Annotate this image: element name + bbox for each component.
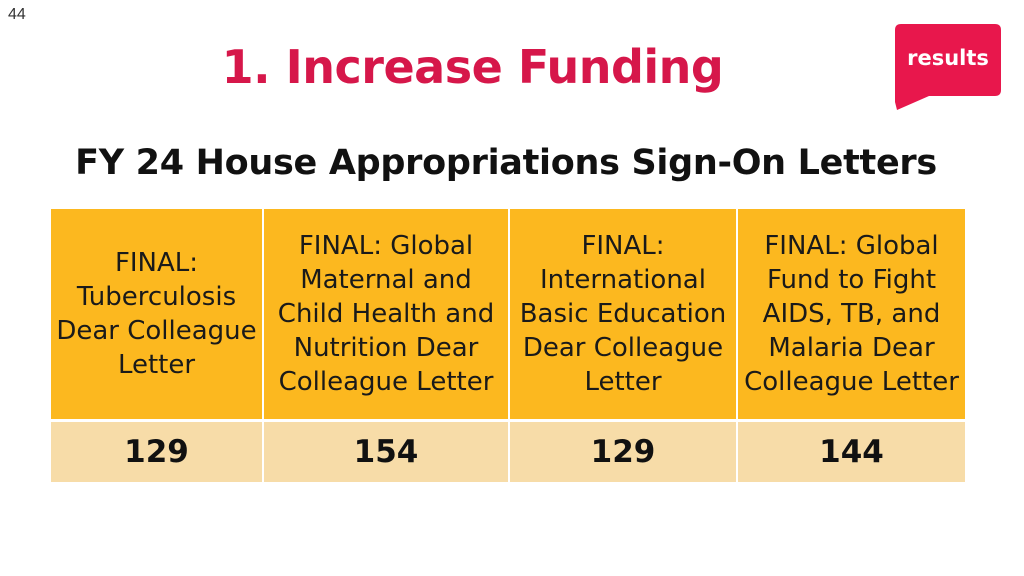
header-global-fund: FINAL: Global Fund to Fight AIDS, TB, an…	[736, 209, 965, 422]
header-maternal-child-health: FINAL: Global Maternal and Child Health …	[262, 209, 510, 422]
table-row: 129 154 129 144	[51, 420, 965, 482]
results-logo: results	[895, 24, 1003, 110]
sign-on-letters-table: FINAL: Tuberculosis Dear Colleague Lette…	[51, 209, 965, 482]
logo-text: results	[907, 46, 989, 70]
value-maternal-child-health: 154	[262, 420, 510, 482]
slide-subtitle: FY 24 House Appropriations Sign-On Lette…	[75, 143, 937, 183]
value-global-fund: 144	[736, 420, 965, 482]
table-header-row: FINAL: Tuberculosis Dear Colleague Lette…	[51, 209, 965, 422]
header-tuberculosis: FINAL: Tuberculosis Dear Colleague Lette…	[51, 209, 264, 422]
value-tuberculosis: 129	[51, 420, 264, 482]
page-number: 44	[8, 6, 26, 23]
header-basic-education: FINAL: International Basic Education Dea…	[508, 209, 738, 422]
value-basic-education: 129	[508, 420, 738, 482]
slide-title: 1. Increase Funding	[221, 40, 724, 94]
